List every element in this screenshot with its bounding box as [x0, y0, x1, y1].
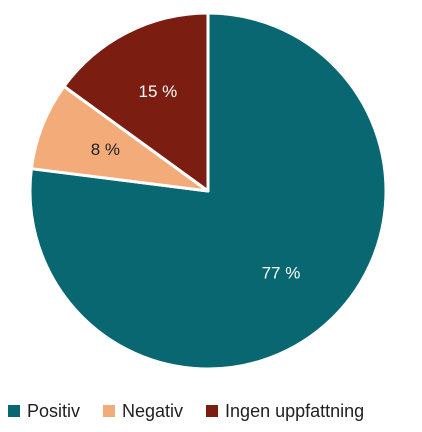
legend-swatch-negativ — [103, 405, 116, 417]
data-label-negativ: 8 % — [91, 140, 120, 159]
legend-label-negativ: Negativ — [122, 400, 184, 421]
pie-slice-ingen-uppfattning — [62, 11, 210, 193]
legend-item-positiv: Positiv — [8, 401, 80, 422]
legend-label-positiv: Positiv — [27, 400, 81, 421]
legend-item-negativ: Negativ — [103, 401, 183, 422]
pie-slice-negativ — [29, 84, 210, 193]
legend-swatch-positiv — [8, 405, 20, 417]
chart-legend: Positiv Negativ Ingen uppfattning — [8, 398, 364, 424]
pie-slice-positiv — [28, 11, 388, 371]
data-label-ingen-uppfattning: 15 % — [139, 82, 178, 101]
legend-item-ingen-uppfattning: Ingen uppfattning — [206, 401, 364, 422]
data-label-positiv: 77 % — [262, 263, 301, 282]
legend-label-ingen-uppfattning: Ingen uppfattning — [225, 400, 365, 421]
pie-slices — [28, 11, 388, 371]
legend-swatch-ingen-uppfattning — [206, 405, 219, 417]
pie-data-labels: 77 % 8 % 15 % — [91, 82, 301, 282]
pie-chart: 77 % 8 % 15 % — [28, 11, 388, 371]
